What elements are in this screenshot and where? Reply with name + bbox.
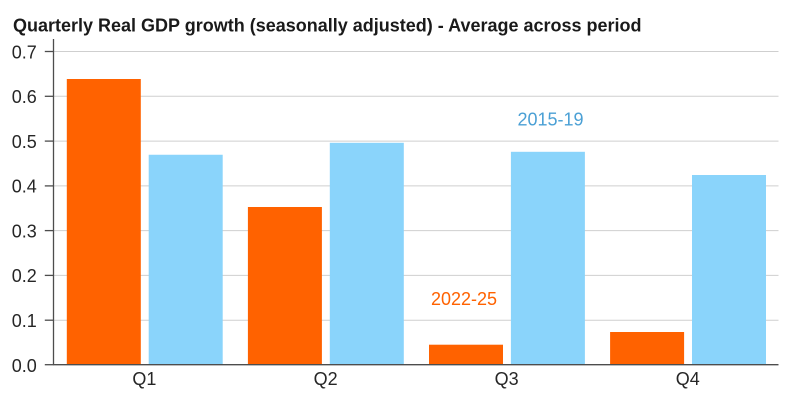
svg-text:0.5: 0.5 [12, 132, 37, 152]
svg-text:2022-25: 2022-25 [431, 289, 497, 309]
svg-text:2015-19: 2015-19 [518, 110, 584, 130]
svg-text:0.3: 0.3 [12, 221, 37, 241]
svg-text:0.4: 0.4 [12, 177, 37, 197]
svg-text:0.7: 0.7 [12, 42, 37, 62]
svg-text:Q1: Q1 [132, 369, 156, 389]
svg-text:Q2: Q2 [314, 369, 338, 389]
svg-text:Q3: Q3 [495, 369, 519, 389]
svg-text:0.6: 0.6 [12, 87, 37, 107]
svg-text:0.2: 0.2 [12, 266, 37, 286]
svg-text:Quarterly Real GDP growth (sea: Quarterly Real GDP growth (seasonally ad… [13, 16, 642, 36]
svg-text:Q4: Q4 [676, 369, 700, 389]
svg-text:0.1: 0.1 [12, 311, 37, 331]
svg-text:0.0: 0.0 [12, 356, 37, 376]
